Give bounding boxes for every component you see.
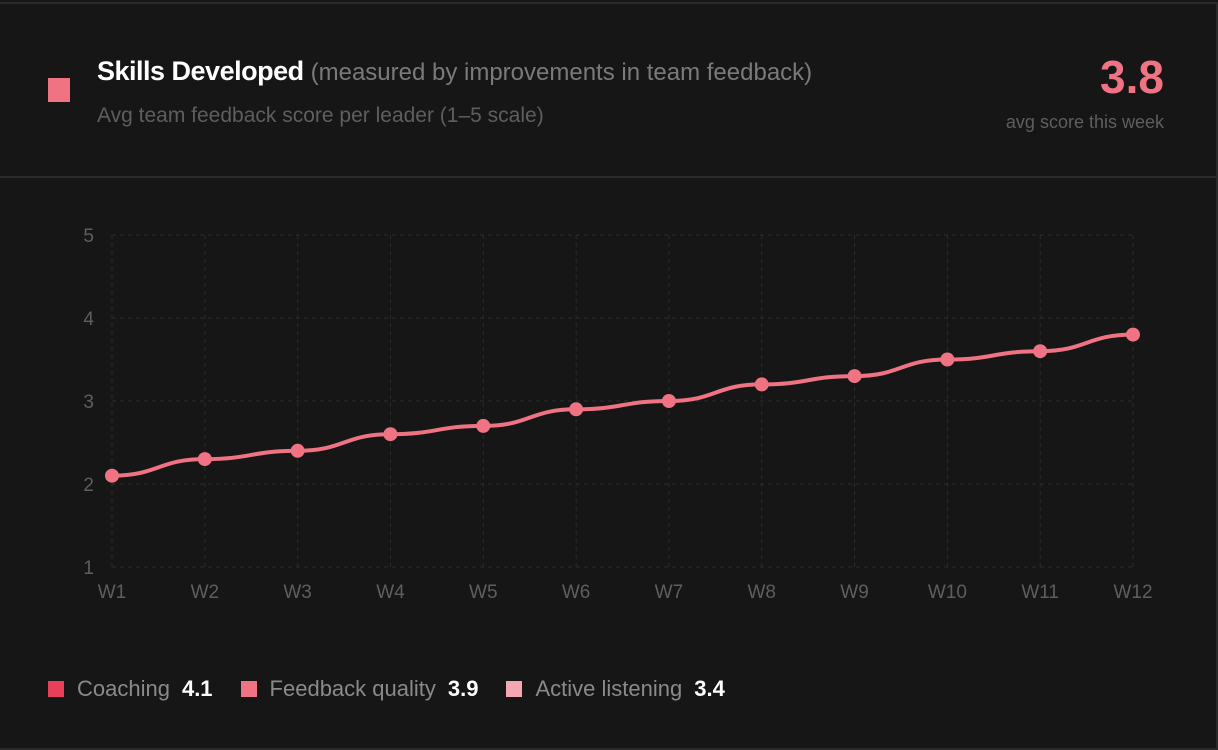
y-tick-label: 3 (83, 392, 94, 413)
legend-value: 4.1 (181, 676, 213, 701)
legend-value: 3.4 (694, 676, 725, 701)
x-tick-label: W4 (376, 582, 405, 603)
card-header: Skills Developed (measured by improvemen… (0, 0, 1216, 178)
title-main: Skills Developed (97, 56, 304, 86)
data-point (661, 394, 676, 408)
data-point (1126, 327, 1140, 342)
x-tick-label: W2 (191, 582, 220, 603)
legend: Coaching 4.1 Feedback quality 3.9 Active lis… (48, 676, 753, 702)
y-tick-label: 1 (83, 558, 94, 579)
y-tick-label: 4 (83, 309, 94, 330)
series-line (111, 332, 1134, 478)
x-tick-label: W7 (655, 582, 684, 603)
x-tick-label: W12 (1113, 582, 1152, 603)
score-caption: avg score this week (1005, 112, 1164, 132)
legend-item: Feedback quality 3.9 (240, 676, 479, 702)
legend-label: Active listening (535, 676, 683, 701)
data-point (940, 352, 955, 367)
legend-item: Coaching 4.1 (48, 676, 213, 702)
data-point (197, 452, 212, 467)
x-tick-label: W11 (1021, 582, 1059, 603)
score-value: 3.8 (1100, 51, 1164, 103)
x-tick-label: W8 (747, 582, 776, 603)
x-tick-label: W10 (928, 582, 967, 603)
card-title: Skills Developed (measured by improvemen… (97, 56, 812, 87)
data-point (847, 369, 862, 384)
legend-item: Active listening 3.4 (506, 676, 725, 702)
data-point (754, 377, 769, 392)
legend-swatch (240, 681, 257, 697)
legend-swatch (48, 681, 64, 697)
title-subtitle: (measured by improvements in team feedba… (310, 59, 813, 86)
x-tick-label: W1 (98, 582, 127, 603)
legend-label: Feedback quality (269, 676, 436, 701)
data-point (383, 427, 398, 442)
data-point (569, 402, 584, 417)
y-tick-label: 2 (83, 475, 94, 496)
x-tick-label: W9 (840, 582, 869, 603)
legend-label: Coaching (77, 676, 170, 701)
metric-color-swatch (48, 78, 70, 102)
data-point (105, 468, 119, 483)
card-description: Avg team feedback score per leader (1–5 … (97, 104, 544, 127)
x-tick-label: W3 (283, 582, 312, 603)
legend-swatch (506, 681, 523, 697)
data-point (1033, 344, 1048, 359)
legend-value: 3.9 (447, 676, 479, 701)
x-tick-label: W5 (469, 582, 498, 603)
x-tick-label: W6 (562, 582, 591, 603)
data-point (290, 443, 305, 458)
data-point (476, 418, 491, 433)
y-tick-label: 5 (83, 226, 94, 247)
